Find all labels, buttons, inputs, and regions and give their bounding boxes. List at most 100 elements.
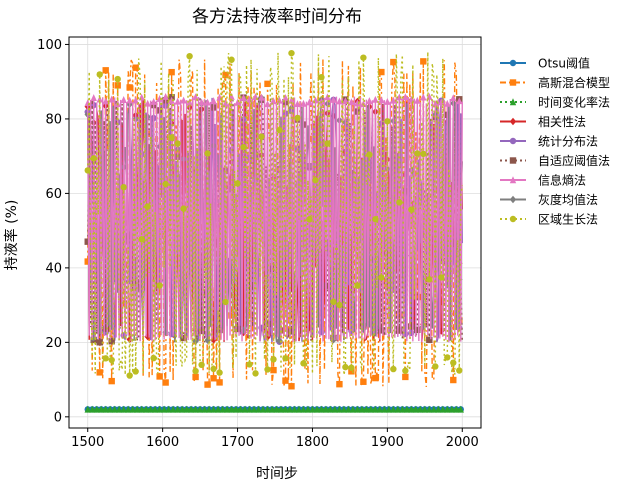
series-marker	[210, 365, 217, 373]
series-marker	[168, 68, 175, 76]
legend-label: 高斯混合模型	[538, 75, 610, 90]
series-marker	[306, 98, 313, 106]
series-marker	[421, 405, 429, 413]
series-line	[87, 52, 463, 376]
y-axis-label: 持液率 (%)	[3, 200, 20, 271]
series-marker	[435, 405, 442, 413]
series-marker	[330, 96, 337, 103]
legend-entry: 时间变化率法	[500, 95, 610, 110]
series-marker	[165, 405, 172, 413]
series-marker	[186, 98, 193, 106]
series-marker	[304, 405, 312, 413]
series-marker	[384, 97, 391, 105]
series-marker	[444, 405, 451, 413]
series-marker	[276, 96, 283, 104]
plot-area	[69, 37, 481, 428]
series-marker	[270, 97, 277, 105]
series-marker	[204, 150, 211, 157]
series-marker	[120, 96, 127, 103]
series-marker	[282, 93, 289, 101]
series-marker	[84, 238, 91, 245]
series-marker	[169, 405, 177, 413]
series-marker	[309, 405, 316, 413]
series-marker	[268, 405, 276, 413]
series-marker	[372, 405, 379, 413]
series-marker	[132, 64, 139, 71]
series-marker	[396, 93, 403, 101]
series-marker	[438, 274, 445, 281]
series-marker	[114, 75, 121, 83]
series-marker	[264, 405, 271, 413]
series-marker	[186, 234, 193, 243]
x-tick-label: 2000	[446, 435, 479, 450]
series-marker	[234, 325, 241, 333]
series-marker	[115, 405, 123, 413]
series-marker	[174, 405, 181, 413]
series-marker	[360, 54, 367, 61]
series-marker	[295, 405, 303, 413]
series-marker	[509, 195, 517, 204]
chart-title: 各方法持液率时间分布	[192, 7, 362, 27]
x-tick-label: 1900	[371, 435, 404, 450]
series-marker	[381, 405, 388, 413]
series-marker	[438, 257, 445, 265]
series-marker	[98, 405, 105, 413]
series-marker	[192, 405, 199, 413]
series-marker	[138, 236, 145, 243]
series-marker	[372, 95, 379, 103]
series-marker	[402, 373, 409, 381]
x-tick-label: 1500	[71, 435, 104, 450]
series-marker	[186, 52, 193, 60]
legend-label: 相关性法	[538, 115, 586, 129]
series-marker	[192, 337, 199, 345]
series-marker	[126, 232, 133, 240]
series-marker	[129, 405, 136, 413]
series-marker	[372, 219, 379, 226]
series-marker	[300, 99, 307, 107]
series-marker	[240, 326, 247, 334]
x-tick-label: 1800	[296, 435, 329, 450]
series-marker	[408, 222, 415, 229]
series-marker	[340, 405, 348, 413]
series-marker	[509, 79, 517, 86]
series-marker	[390, 365, 397, 373]
legend-label: Otsu阈值	[538, 56, 590, 71]
series-marker	[345, 405, 352, 413]
series-marker	[336, 220, 343, 227]
series-marker	[457, 405, 464, 413]
x-axis-label: 时间步	[256, 466, 298, 482]
series-marker	[367, 405, 375, 413]
x-tick-label: 1700	[221, 435, 254, 450]
series-marker	[205, 405, 213, 413]
series-marker	[509, 137, 517, 145]
series-marker	[348, 98, 355, 106]
series-marker	[156, 94, 163, 102]
axes-frame	[68, 36, 482, 429]
series-marker	[126, 372, 133, 379]
series-marker	[372, 215, 379, 223]
series-marker	[222, 99, 229, 107]
series-marker	[204, 381, 211, 388]
series-marker	[168, 134, 175, 141]
series-marker	[198, 361, 205, 369]
series-marker	[89, 405, 96, 413]
series-marker	[214, 405, 222, 413]
series-marker	[150, 354, 157, 362]
series-marker	[509, 98, 517, 106]
series-2	[84, 405, 464, 413]
series-marker	[276, 126, 283, 134]
series-marker	[450, 94, 457, 102]
series-marker	[237, 405, 244, 413]
y-tick-label: 60	[45, 187, 62, 202]
series-marker	[331, 405, 339, 413]
legend-label: 时间变化率法	[538, 95, 610, 110]
series-marker	[222, 71, 229, 79]
series-marker	[336, 97, 343, 105]
series-marker	[394, 405, 402, 413]
series-marker	[306, 216, 313, 223]
series-marker	[456, 367, 463, 374]
series-marker	[288, 96, 295, 104]
series-marker	[414, 150, 421, 157]
series-marker	[144, 203, 151, 210]
